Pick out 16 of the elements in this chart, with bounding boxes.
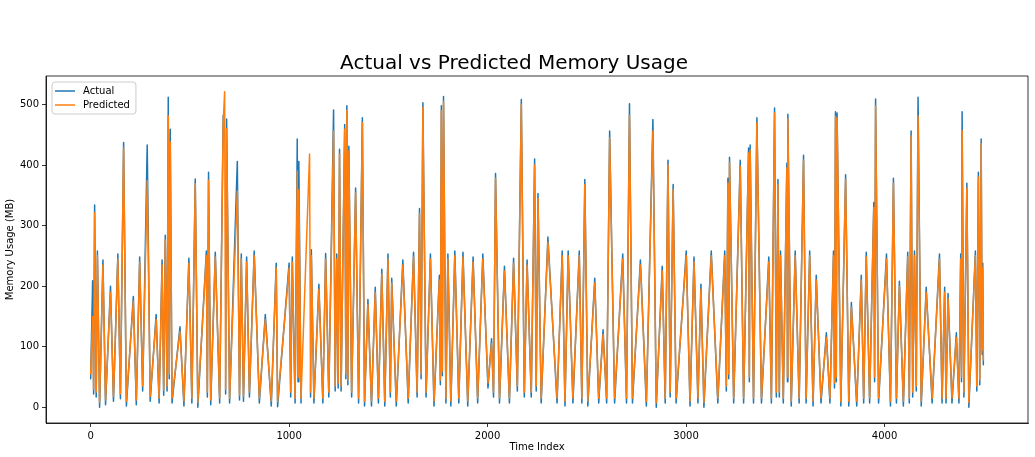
x-tick-label: 2000 <box>474 429 501 441</box>
y-tick-label: 200 <box>19 279 39 291</box>
chart-title: Actual vs Predicted Memory Usage <box>340 50 688 75</box>
x-axis-title: Time Index <box>508 440 565 452</box>
x-tick-label: 1000 <box>276 429 302 441</box>
x-tick-label: 4000 <box>871 429 898 441</box>
legend-label: Predicted <box>83 98 130 110</box>
y-tick-label: 300 <box>19 219 39 231</box>
x-tick-label: 3000 <box>673 429 699 441</box>
y-tick-label: 400 <box>19 158 39 170</box>
y-tick-label: 100 <box>19 340 39 352</box>
legend-label: Actual <box>83 84 115 96</box>
y-axis-title: Memory Usage (MB) <box>3 198 15 301</box>
y-tick-label: 500 <box>19 98 39 110</box>
y-tick-label: 0 <box>32 400 39 412</box>
x-tick-label: 0 <box>87 429 94 441</box>
